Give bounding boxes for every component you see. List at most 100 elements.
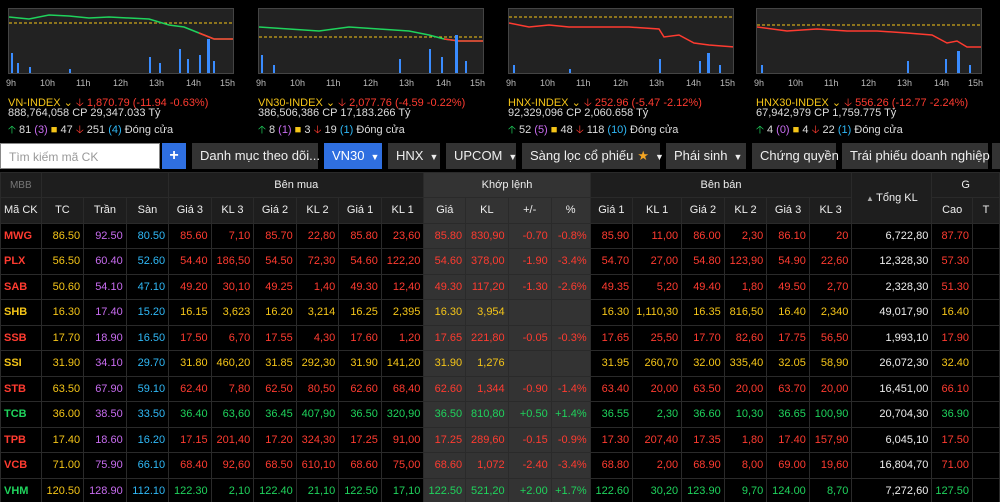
chevron-down-icon[interactable]: ⌄	[831, 97, 842, 109]
bid-volume-cell: 21,10	[295, 477, 340, 502]
index-mini-chart	[258, 8, 484, 74]
square-icon: ■	[550, 124, 558, 136]
table-row[interactable]: SSI 31.90 34.10 29.70 31.80 460,20 31.85 292,30…	[0, 350, 1000, 377]
table-row[interactable]: SSB 17.70 18.90 16.50 17.50 6,70 17.55 4,30 17.6…	[0, 324, 1000, 351]
table-row[interactable]: TPB 17.40 18.60 16.20 17.15 201,40 17.20 324,30…	[0, 426, 1000, 453]
symbol-cell: SHB	[0, 299, 42, 326]
match-header: Khớp lệnh	[423, 172, 591, 198]
arrow-down-icon: 🡣	[844, 97, 852, 109]
match-price-cell: 85.80	[423, 222, 467, 249]
change-pct-cell: -0.8%	[550, 222, 591, 249]
change-cell: +2.00	[507, 477, 552, 502]
col-ask-vol-1: KL 1	[632, 197, 683, 224]
ask-price-cell: 16.30	[589, 299, 634, 326]
bid-price-cell: 31.80	[168, 350, 212, 377]
ceiling-price-cell: 92.50	[83, 222, 127, 249]
watchlist-dropdown[interactable]: Danh mục theo dõi...	[192, 143, 320, 169]
match-volume-cell: 117,20	[465, 273, 509, 300]
table-row[interactable]: PLX 56.50 60.40 52.60 54.40 186,50 54.50 72,30 5…	[0, 248, 1000, 275]
total-volume-header[interactable]: ▲ Tổng KL	[851, 172, 933, 224]
arrow-down-icon: 🡣	[811, 124, 820, 136]
chevron-down-icon[interactable]: ⌄	[63, 97, 73, 109]
ask-volume-cell: 5,20	[632, 273, 683, 300]
upcom-dropdown[interactable]: UPCOM ▼	[446, 143, 517, 169]
index-panel-hnx[interactable]: 9h 10h 11h 12h 13h 14h 15h HNX-INDEX ⌄ 🡣…	[500, 0, 740, 142]
table-row[interactable]: VHM 120.50 128.90 112.10 122.30 2,10 122.40 21,…	[0, 477, 1000, 502]
hour-label: 13h	[149, 78, 165, 88]
col-floor[interactable]: Sàn	[125, 197, 170, 224]
table-row[interactable]: TCB 36.00 38.50 33.50 36.40 63,60 36.45 407,90 3…	[0, 401, 1000, 428]
match-price-cell: 36.50	[423, 401, 467, 428]
bid-volume-cell: 12,40	[380, 273, 425, 300]
table-row[interactable]: STB 63.50 67.90 59.10 62.40 7,80 62.50 80,50 62.…	[0, 375, 1000, 402]
derivatives-dropdown[interactable]: Phái sinh ▼	[666, 143, 746, 169]
chevron-down-icon[interactable]: ⌄	[325, 97, 336, 109]
table-row[interactable]: MWG 86.50 92.50 80.50 85.60 7,10 85.70 22,80 85.…	[0, 222, 1000, 249]
ask-volume-cell: 22,60	[808, 248, 853, 275]
ref-price-cell: 31.90	[40, 350, 85, 377]
hnx-dropdown[interactable]: HNX ▼	[388, 143, 440, 169]
match-price-cell: 17.65	[423, 324, 467, 351]
symbol-cell: VCB	[0, 452, 42, 479]
ceiling-price-cell: 34.10	[83, 350, 127, 377]
ask-price-cell: 85.90	[589, 222, 634, 249]
bid-price-cell: 49.30	[338, 273, 382, 300]
ask-price-cell: 17.65	[589, 324, 634, 351]
bid-volume-cell: 3,214	[295, 299, 340, 326]
col-ask-price-2: Giá 2	[681, 197, 725, 224]
index-value-total: 1,759.775	[832, 107, 882, 119]
index-panel-hnx30[interactable]: 9h 10h 11h 12h 13h 14h 15h HNX30-INDEX ⌄…	[748, 0, 988, 142]
symbol-cell: STB	[0, 375, 42, 402]
stock-screener-dropdown[interactable]: Sàng lọc cổ phiếu ★ ▼	[522, 143, 664, 169]
change-cell: -2.40	[507, 452, 552, 479]
col-high[interactable]: Cao	[931, 197, 973, 224]
ref-price-cell: 50.60	[40, 273, 85, 300]
index-volume: 888,764,058	[8, 107, 70, 119]
col-ask-vol-3: KL 3	[808, 197, 853, 224]
ask-price-cell: 69.00	[766, 452, 810, 479]
warrants-tab[interactable]: Chứng quyền	[752, 143, 839, 169]
index-value: 2,077.76	[349, 97, 392, 109]
match-price-cell: 62.60	[423, 375, 467, 402]
bid-volume-cell: 80,50	[295, 375, 340, 402]
search-input[interactable]: Tìm kiếm mã CK	[0, 143, 160, 169]
col-ref[interactable]: TC	[40, 197, 85, 224]
match-volume-cell: 810,80	[465, 401, 509, 428]
ceiling-count: (3)	[34, 124, 48, 136]
table-row[interactable]: VCB 71.00 75.90 66.10 68.40 92,60 68.50 610,10 6…	[0, 452, 1000, 479]
hour-label: 13h	[649, 78, 665, 88]
table-row[interactable]: SAB 50.60 54.10 47.10 49.20 30,10 49.25 1,40 49.…	[0, 273, 1000, 300]
floor-count: (4)	[108, 124, 122, 136]
upcom-label: UPCOM	[454, 148, 503, 163]
stock-screener-label: Sàng lọc cổ phiếu	[530, 148, 634, 163]
vn30-dropdown[interactable]: VN30 ▼	[324, 143, 382, 169]
col-extra: T	[971, 197, 1000, 224]
bid-price-cell: 36.50	[338, 401, 382, 428]
arrow-down-icon: 🡣	[75, 97, 84, 109]
bid-volume-cell: 460,20	[210, 350, 255, 377]
ask-price-cell: 68.90	[681, 452, 725, 479]
index-name: HNX-INDEX	[508, 97, 569, 109]
index-panel-vnindex[interactable]: 9h 10h 11h 12h 13h 14h 15h VN-INDEX ⌄ 🡣 …	[0, 0, 240, 142]
bid-price-cell: 54.50	[253, 248, 297, 275]
bid-volume-cell: 17,10	[380, 477, 425, 502]
hour-label: 9h	[506, 78, 517, 88]
bid-price-cell: 49.20	[168, 273, 212, 300]
index-value: 1,870.79	[86, 97, 130, 109]
col-symbol[interactable]: Mã CK	[0, 197, 42, 224]
index-panel-vn30[interactable]: 9h 10h 11h 12h 13h 14h 15h VN30-INDEX ⌄ …	[250, 0, 490, 142]
caret-down-icon: ▼	[655, 152, 664, 162]
add-watchlist-button[interactable]: +	[162, 143, 186, 169]
floor-price-cell: 80.50	[125, 222, 170, 249]
corporate-bonds-tab[interactable]: Trái phiếu doanh nghiệp	[842, 143, 990, 169]
arrow-down-icon: 🡣	[75, 124, 84, 136]
table-row[interactable]: SHB 16.30 17.40 15.20 16.15 3,623 16.20 3,214 16…	[0, 299, 1000, 326]
col-ceiling[interactable]: Trần	[83, 197, 127, 224]
index-volume-unit: CP	[814, 107, 830, 119]
col-match-vol: KL	[465, 197, 509, 224]
toolbar-overflow[interactable]	[992, 143, 1000, 169]
chevron-down-icon[interactable]: ⌄	[571, 97, 581, 109]
market-status: Đóng cửa	[630, 124, 679, 136]
col-match-price: Giá	[423, 197, 467, 224]
ref-price-cell: 120.50	[40, 477, 85, 502]
